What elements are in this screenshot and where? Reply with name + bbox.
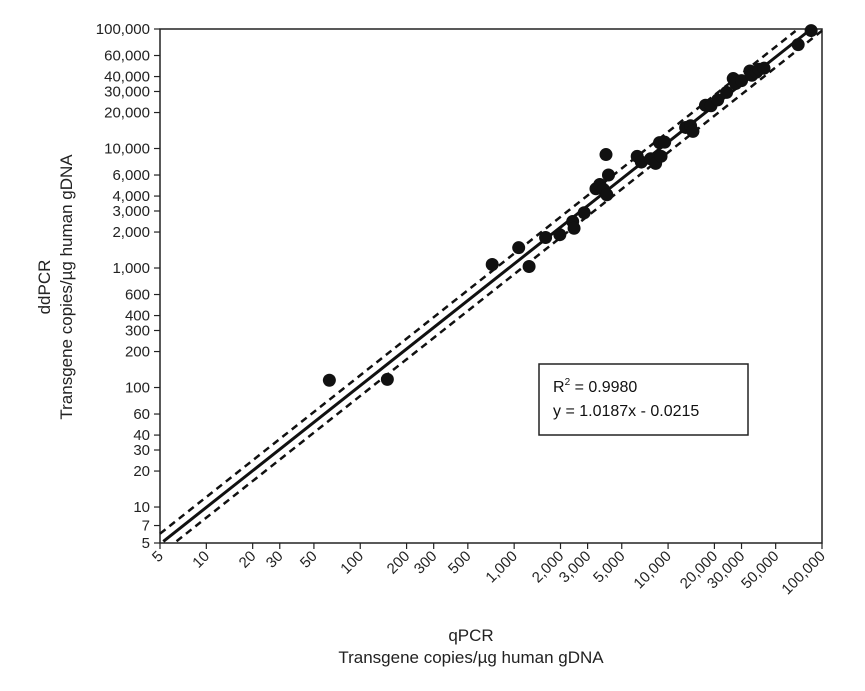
equation-box: R2 = 0.9980 y = 1.0187x - 0.0215 <box>538 363 749 436</box>
data-point <box>720 85 734 99</box>
data-point <box>711 93 725 107</box>
y-tick-label: 300 <box>125 322 150 339</box>
y-tick-label: 4,000 <box>112 188 150 205</box>
y-tick-label: 600 <box>125 287 150 304</box>
x-axis-subtitle: Transgene copies/µg human gDNA <box>338 648 604 667</box>
y-tick-label: 30 <box>133 442 150 459</box>
y-tick-label: 20 <box>133 463 150 480</box>
y-tick-label: 400 <box>125 308 150 325</box>
y-tick-label: 3,000 <box>112 203 150 220</box>
y-tick-label: 40,000 <box>104 69 150 86</box>
data-point <box>599 148 613 162</box>
x-axis-title: qPCR <box>448 626 493 645</box>
x-tick-label: 10 <box>189 548 213 572</box>
r-squared-label: R2 = 0.9980 <box>553 377 637 396</box>
y-tick-label: 2,000 <box>112 224 150 241</box>
data-point <box>577 206 591 220</box>
x-tick-label: 200 <box>384 548 414 578</box>
y-axis-title: ddPCR <box>35 260 54 315</box>
equation-label: y = 1.0187x - 0.0215 <box>553 403 699 420</box>
plot-area <box>159 28 823 544</box>
x-tick-label: 5,000 <box>590 548 629 587</box>
x-tick-label: 1,000 <box>482 548 521 587</box>
x-tick-label: 500 <box>445 548 475 578</box>
data-point <box>380 372 394 386</box>
data-point <box>735 74 749 88</box>
y-tick-label: 30,000 <box>104 83 150 100</box>
regression-line <box>162 29 810 543</box>
data-point <box>757 61 771 75</box>
data-point <box>686 124 700 138</box>
x-tick-label: 100 <box>337 548 367 578</box>
y-tick-label: 60 <box>133 406 150 423</box>
fit-lines <box>159 29 823 543</box>
data-point <box>567 221 581 235</box>
data-point <box>553 228 567 242</box>
plot-frame <box>159 28 823 544</box>
data-points <box>322 24 818 387</box>
data-point <box>791 38 805 52</box>
data-point <box>804 24 818 38</box>
x-tick-label: 10,000 <box>630 548 674 592</box>
y-tick-label: 10 <box>133 499 150 516</box>
y-tick-label: 100,000 <box>96 21 150 38</box>
data-point <box>654 149 668 163</box>
y-tick-label: 1,000 <box>112 260 150 277</box>
x-tick-label: 5 <box>149 548 167 566</box>
confidence-line-lower <box>175 29 823 543</box>
x-tick-label: 300 <box>411 548 441 578</box>
y-tick-label: 7 <box>142 518 150 535</box>
data-point <box>512 241 526 255</box>
data-point <box>600 188 614 202</box>
x-tick-label: 100,000 <box>778 548 828 598</box>
confidence-line-upper <box>159 30 797 535</box>
data-point <box>539 231 553 245</box>
data-point <box>601 168 615 182</box>
y-tick-label: 100 <box>125 380 150 397</box>
x-tick-label: 3,000 <box>556 548 595 587</box>
x-tick-label: 50,000 <box>738 548 782 592</box>
y-tick-label: 40 <box>133 427 150 444</box>
x-tick-label: 30 <box>263 548 287 572</box>
y-tick-label: 6,000 <box>112 167 150 184</box>
y-tick-label: 200 <box>125 344 150 361</box>
data-point <box>522 259 536 273</box>
data-point <box>485 258 499 272</box>
data-point <box>322 373 336 387</box>
y-tick-label: 5 <box>142 535 150 552</box>
x-tick-label: 20 <box>236 548 260 572</box>
y-tick-label: 10,000 <box>104 141 150 158</box>
data-point <box>658 135 672 149</box>
y-axis-subtitle: Transgene copies/µg human gDNA <box>57 154 76 420</box>
y-tick-label: 60,000 <box>104 48 150 65</box>
x-tick-label: 50 <box>297 548 321 572</box>
y-tick-label: 20,000 <box>104 105 150 122</box>
